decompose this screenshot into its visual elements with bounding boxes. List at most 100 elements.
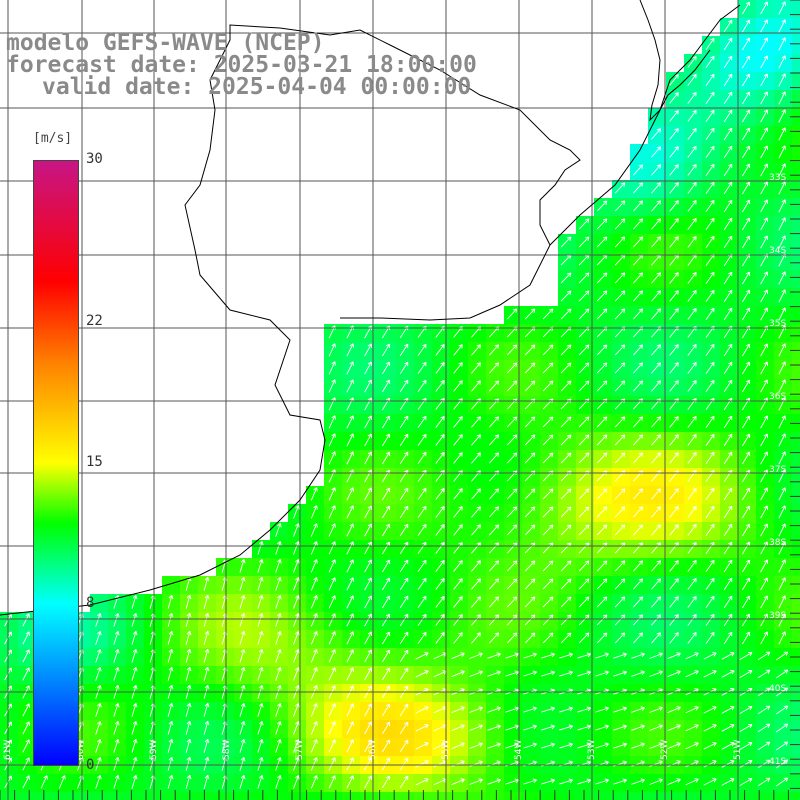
wind-arrow	[382, 739, 391, 753]
wind-arrow	[651, 308, 661, 320]
wind-cell	[756, 558, 774, 576]
wind-cell	[594, 702, 612, 720]
wind-arrow	[346, 595, 354, 609]
wind-cell	[414, 324, 432, 342]
wind-cell	[720, 162, 738, 180]
wind-cell	[738, 702, 756, 720]
wind-cell	[432, 558, 450, 576]
wind-arrow	[760, 181, 768, 195]
wind-cell	[792, 432, 800, 450]
wind-cell	[90, 612, 108, 630]
wind-cell	[378, 612, 396, 630]
wind-cell	[630, 396, 648, 414]
wind-cell	[180, 630, 198, 648]
wind-arrow	[487, 778, 501, 785]
wind-arrow	[596, 614, 608, 626]
wind-arrow	[778, 109, 786, 123]
wind-arrow	[760, 451, 768, 465]
wind-cell	[306, 684, 324, 702]
wind-cell	[630, 162, 648, 180]
wind-arrow	[167, 774, 174, 789]
wind-cell	[180, 720, 198, 738]
wind-cell	[18, 648, 36, 666]
wind-arrow	[22, 757, 30, 771]
wind-arrow	[651, 362, 661, 374]
wind-arrow	[578, 380, 590, 392]
wind-cell	[288, 594, 306, 612]
wind-arrow	[523, 652, 538, 659]
wind-arrow	[346, 613, 354, 627]
wind-arrow	[742, 181, 751, 195]
wind-cell	[162, 720, 180, 738]
wind-cell	[756, 270, 774, 288]
wind-arrow	[705, 577, 715, 590]
wind-cell	[576, 702, 594, 720]
wind-cell	[648, 414, 666, 432]
wind-arrow	[760, 271, 768, 285]
wind-arrow	[757, 723, 771, 733]
wind-arrow	[760, 415, 768, 429]
wind-arrow	[435, 434, 445, 446]
wind-cell	[324, 558, 342, 576]
wind-arrow	[651, 182, 661, 194]
wind-cell	[756, 126, 774, 144]
wind-cell	[684, 396, 702, 414]
wind-arrow	[723, 433, 733, 447]
wind-arrow	[239, 576, 246, 591]
wind-cell	[702, 360, 720, 378]
wind-cell	[684, 234, 702, 252]
wind-cell	[0, 720, 18, 738]
wind-cell	[666, 126, 684, 144]
wind-arrow	[399, 739, 409, 753]
wind-cell	[432, 504, 450, 522]
wind-cell	[162, 702, 180, 720]
wind-cell	[396, 774, 414, 792]
wind-cell	[756, 792, 774, 800]
wind-cell	[90, 792, 108, 800]
wind-cell	[432, 702, 450, 720]
wind-arrow	[435, 416, 445, 428]
wind-cell	[594, 324, 612, 342]
wind-arrow	[257, 595, 264, 609]
wind-arrow	[778, 217, 786, 231]
wind-cell	[576, 576, 594, 594]
wind-cell	[414, 594, 432, 612]
wind-cell	[486, 342, 504, 360]
wind-arrow	[778, 379, 786, 393]
wind-cell	[162, 666, 180, 684]
wind-cell	[684, 486, 702, 504]
wind-cell	[648, 324, 666, 342]
wind-arrow	[775, 759, 789, 769]
wind-cell	[720, 648, 738, 666]
wind-arrow	[687, 217, 697, 230]
wind-cell	[396, 666, 414, 684]
wind-cell	[342, 486, 360, 504]
wind-arrow	[364, 775, 372, 789]
wind-cell	[792, 468, 800, 486]
wind-cell	[702, 774, 720, 792]
wind-arrow	[687, 163, 697, 176]
wind-arrow	[705, 289, 715, 302]
wind-cell	[522, 540, 540, 558]
wind-cell	[666, 504, 684, 522]
wind-cell	[216, 666, 234, 684]
wind-arrow	[524, 434, 536, 446]
wind-cell	[720, 216, 738, 234]
wind-arrow	[632, 614, 644, 626]
wind-arrow	[417, 343, 427, 356]
wind-cell	[306, 594, 324, 612]
wind-cell	[612, 432, 630, 450]
wind-cell	[630, 198, 648, 216]
wind-cell	[522, 666, 540, 684]
wind-arrow	[487, 706, 501, 713]
wind-arrow	[705, 379, 715, 392]
wind-arrow	[651, 434, 661, 446]
wind-arrow	[614, 506, 626, 518]
wind-cell	[648, 162, 666, 180]
wind-arrow	[364, 415, 372, 429]
wind-cell	[486, 504, 504, 522]
wind-cell	[252, 684, 270, 702]
wind-cell	[648, 720, 666, 738]
wind-cell	[756, 90, 774, 108]
wind-arrow	[22, 739, 30, 753]
